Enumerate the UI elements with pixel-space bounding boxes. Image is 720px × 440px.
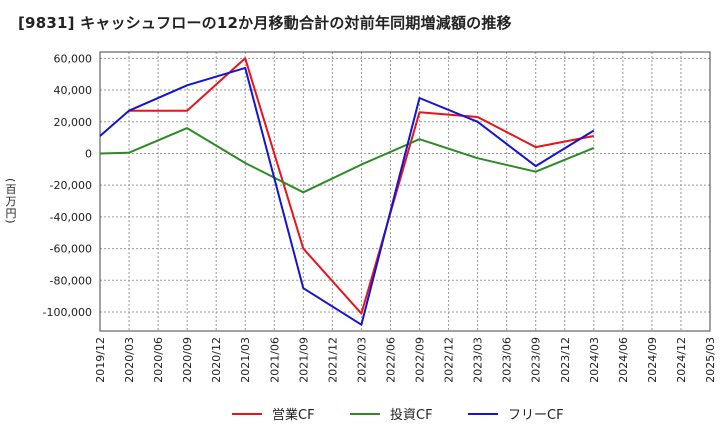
series-line-フリーCF — [99, 66, 595, 326]
legend-swatch — [350, 412, 380, 415]
x-tick-label: 2024/09 — [646, 337, 659, 383]
plot-border — [99, 51, 711, 332]
y-tick-label: -20,000 — [50, 179, 92, 192]
legend-item: 営業CF — [232, 404, 315, 423]
series-line-営業CF — [129, 57, 594, 315]
y-tick-label: 40,000 — [54, 84, 93, 97]
x-tick-label: 2023/12 — [559, 337, 572, 383]
x-tick-label: 2022/12 — [443, 337, 456, 383]
x-tick-label: 2019/12 — [94, 337, 107, 383]
legend: 営業CF 投資CF フリーCF — [0, 404, 720, 428]
x-tick-label: 2022/03 — [355, 337, 368, 383]
x-tick-label: 2024/03 — [588, 337, 601, 383]
x-tick-label: 2021/06 — [268, 337, 281, 383]
legend-label: フリーCF — [508, 408, 564, 423]
x-tick-label: 2024/06 — [617, 337, 630, 383]
y-tick-label: 0 — [85, 147, 92, 160]
x-tick-label: 2021/12 — [326, 337, 339, 383]
x-tick-label: 2021/03 — [239, 337, 252, 383]
x-tick-label: 2023/09 — [530, 337, 543, 383]
x-tick-label: 2025/03 — [704, 337, 717, 383]
series-line-投資CF — [99, 127, 595, 194]
legend-item: フリーCF — [468, 404, 564, 423]
y-tick-label: -80,000 — [50, 274, 92, 287]
x-tick-label: 2020/09 — [181, 337, 194, 383]
x-tick-label: 2022/09 — [414, 337, 427, 383]
x-tick-label: 2020/03 — [123, 337, 136, 383]
x-tick-label: 2020/12 — [210, 337, 223, 383]
legend-label: 営業CF — [272, 408, 315, 423]
x-tick-label: 2024/12 — [675, 337, 688, 383]
y-tick-label: -60,000 — [50, 243, 92, 256]
x-tick-label: 2022/06 — [384, 337, 397, 383]
y-tick-label: 60,000 — [54, 52, 93, 65]
legend-label: 投資CF — [390, 408, 433, 423]
chart-title: [9831] キャッシュフローの12か月移動合計の対前年同期増減額の推移 — [18, 14, 512, 32]
x-tick-label: 2021/09 — [297, 337, 310, 383]
legend-item: 投資CF — [350, 404, 433, 423]
y-tick-label: 20,000 — [54, 116, 93, 129]
legend-swatch — [468, 412, 498, 415]
y-tick-label: -100,000 — [43, 306, 92, 319]
x-tick-label: 2023/03 — [472, 337, 485, 383]
legend-swatch — [232, 412, 262, 415]
x-tick-label: 2023/06 — [501, 337, 514, 383]
y-tick-label: -40,000 — [50, 211, 92, 224]
plot-area — [100, 52, 710, 331]
y-axis-label: (百万円) — [4, 178, 17, 225]
x-tick-label: 2020/06 — [152, 337, 165, 383]
